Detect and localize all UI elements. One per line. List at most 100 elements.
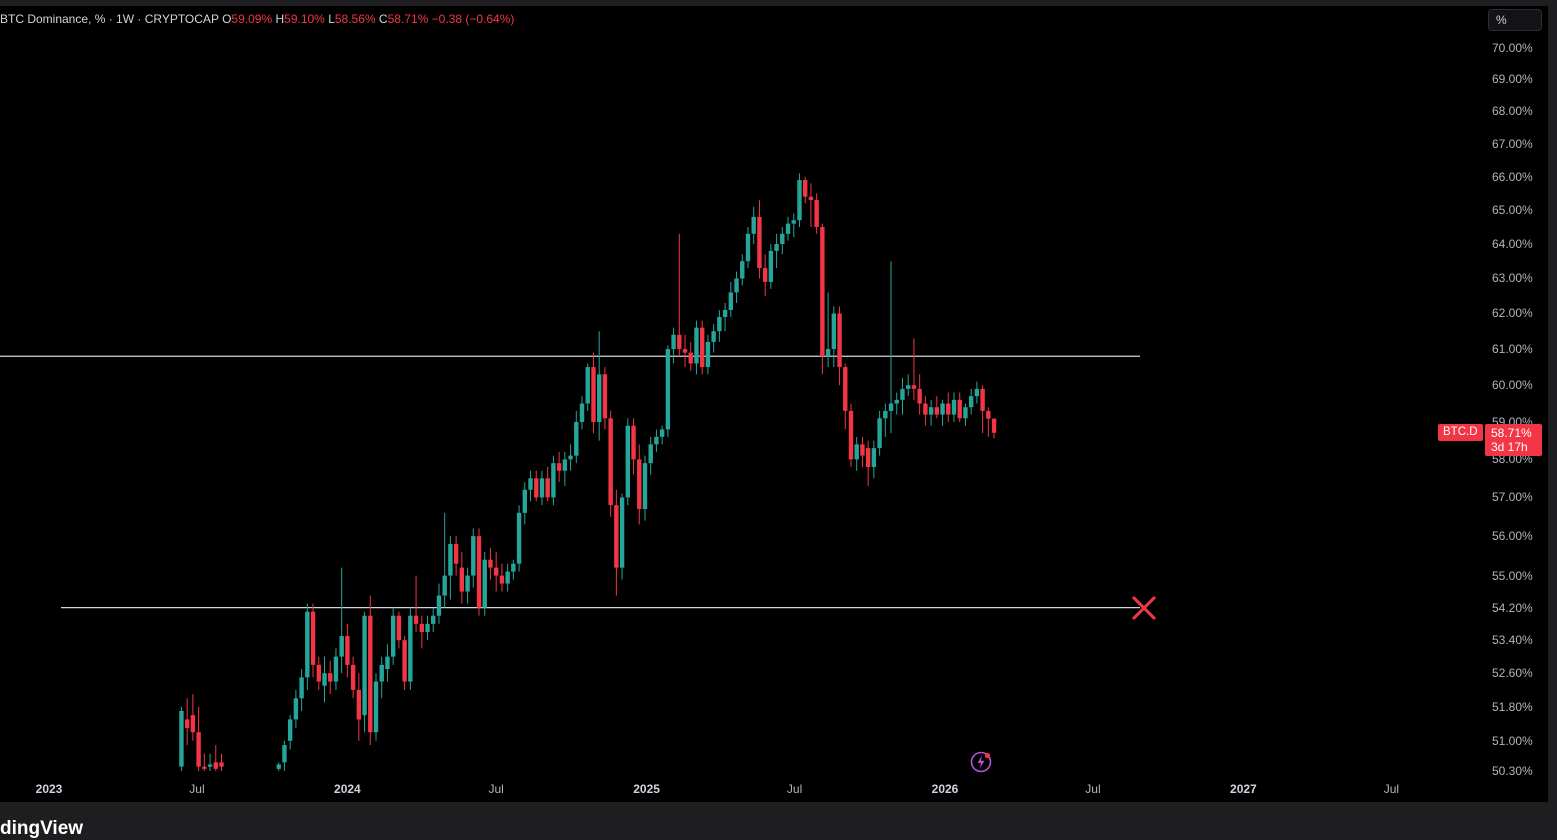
candle[interactable]	[946, 392, 951, 422]
candle[interactable]	[579, 396, 585, 430]
candle[interactable]	[368, 595, 373, 746]
candle[interactable]	[722, 302, 728, 332]
candle[interactable]	[734, 271, 739, 303]
candle[interactable]	[350, 656, 356, 699]
candle[interactable]	[499, 563, 505, 592]
candle[interactable]	[539, 470, 545, 506]
candle[interactable]	[196, 706, 201, 771]
candle[interactable]	[717, 309, 722, 342]
candle[interactable]	[431, 607, 436, 632]
candle[interactable]	[310, 603, 316, 678]
candle[interactable]	[459, 551, 465, 604]
candle[interactable]	[803, 176, 808, 204]
candle[interactable]	[453, 536, 459, 576]
candle[interactable]	[276, 762, 281, 771]
candle[interactable]	[974, 381, 980, 404]
candle[interactable]	[774, 233, 779, 269]
candle[interactable]	[757, 200, 762, 279]
candle[interactable]	[202, 753, 207, 771]
candle[interactable]	[911, 338, 917, 400]
candle[interactable]	[820, 223, 825, 375]
candle[interactable]	[980, 385, 985, 434]
candle[interactable]	[688, 341, 693, 371]
candle[interactable]	[390, 607, 396, 665]
candle[interactable]	[883, 403, 888, 437]
candle[interactable]	[282, 740, 287, 771]
candle[interactable]	[219, 753, 224, 771]
candle[interactable]	[740, 254, 745, 286]
candle[interactable]	[179, 706, 184, 771]
candle[interactable]	[602, 367, 608, 430]
candle[interactable]	[986, 407, 991, 437]
candle[interactable]	[665, 345, 671, 437]
percent-scale-button[interactable]: %	[1488, 9, 1542, 31]
candle[interactable]	[963, 403, 968, 426]
candle[interactable]	[425, 615, 430, 641]
candle[interactable]	[568, 444, 573, 471]
candle[interactable]	[625, 418, 631, 506]
candle[interactable]	[637, 444, 642, 525]
candle[interactable]	[654, 429, 659, 452]
candle[interactable]	[322, 656, 327, 703]
candle[interactable]	[591, 352, 596, 434]
candle[interactable]	[362, 611, 367, 733]
candle[interactable]	[865, 440, 871, 486]
candle[interactable]	[762, 254, 768, 296]
tradingview-logo[interactable]: dingView	[0, 818, 84, 839]
candle[interactable]	[465, 567, 470, 604]
candle[interactable]	[436, 583, 442, 624]
candle[interactable]	[493, 551, 499, 592]
candle[interactable]	[534, 470, 539, 502]
candle[interactable]	[408, 607, 413, 690]
candle[interactable]	[957, 392, 962, 422]
candle[interactable]	[328, 660, 333, 695]
candle[interactable]	[991, 418, 997, 439]
candle[interactable]	[614, 489, 619, 596]
candle[interactable]	[888, 261, 894, 434]
candle[interactable]	[659, 425, 665, 445]
candle[interactable]	[528, 470, 533, 502]
candle[interactable]	[871, 440, 877, 479]
candle[interactable]	[488, 547, 493, 580]
candle[interactable]	[442, 512, 447, 608]
candle[interactable]	[207, 753, 213, 771]
candle[interactable]	[808, 183, 814, 228]
candle[interactable]	[677, 233, 682, 357]
candle[interactable]	[213, 745, 218, 771]
candle[interactable]	[968, 388, 974, 415]
candle[interactable]	[345, 623, 350, 678]
lightning-icon[interactable]	[969, 750, 993, 774]
candle[interactable]	[556, 451, 562, 483]
candle[interactable]	[596, 331, 602, 441]
candle[interactable]	[843, 363, 848, 430]
candle[interactable]	[551, 455, 556, 506]
candle[interactable]	[728, 281, 734, 318]
candle[interactable]	[402, 636, 407, 690]
candle[interactable]	[797, 173, 802, 228]
candle[interactable]	[482, 551, 487, 616]
candle[interactable]	[184, 698, 190, 746]
candle[interactable]	[419, 615, 424, 649]
candle[interactable]	[522, 482, 527, 525]
candle[interactable]	[190, 694, 196, 741]
candle[interactable]	[648, 436, 653, 475]
candle[interactable]	[574, 410, 579, 464]
candle[interactable]	[682, 334, 688, 368]
candle[interactable]	[299, 669, 304, 711]
symbol-title[interactable]: BTC Dominance, % · 1W · CRYPTOCAP	[0, 12, 219, 26]
candle[interactable]	[545, 466, 550, 502]
chart-panel[interactable]	[0, 6, 1548, 802]
candle[interactable]	[751, 206, 756, 245]
candle[interactable]	[339, 567, 344, 674]
candle[interactable]	[379, 656, 384, 699]
candle[interactable]	[906, 374, 911, 397]
candle[interactable]	[928, 399, 934, 426]
candle[interactable]	[837, 306, 842, 386]
candle[interactable]	[631, 418, 636, 475]
candle[interactable]	[951, 392, 957, 422]
candle[interactable]	[877, 410, 882, 456]
candle[interactable]	[413, 575, 419, 632]
candle[interactable]	[642, 455, 648, 521]
candle[interactable]	[923, 396, 928, 426]
